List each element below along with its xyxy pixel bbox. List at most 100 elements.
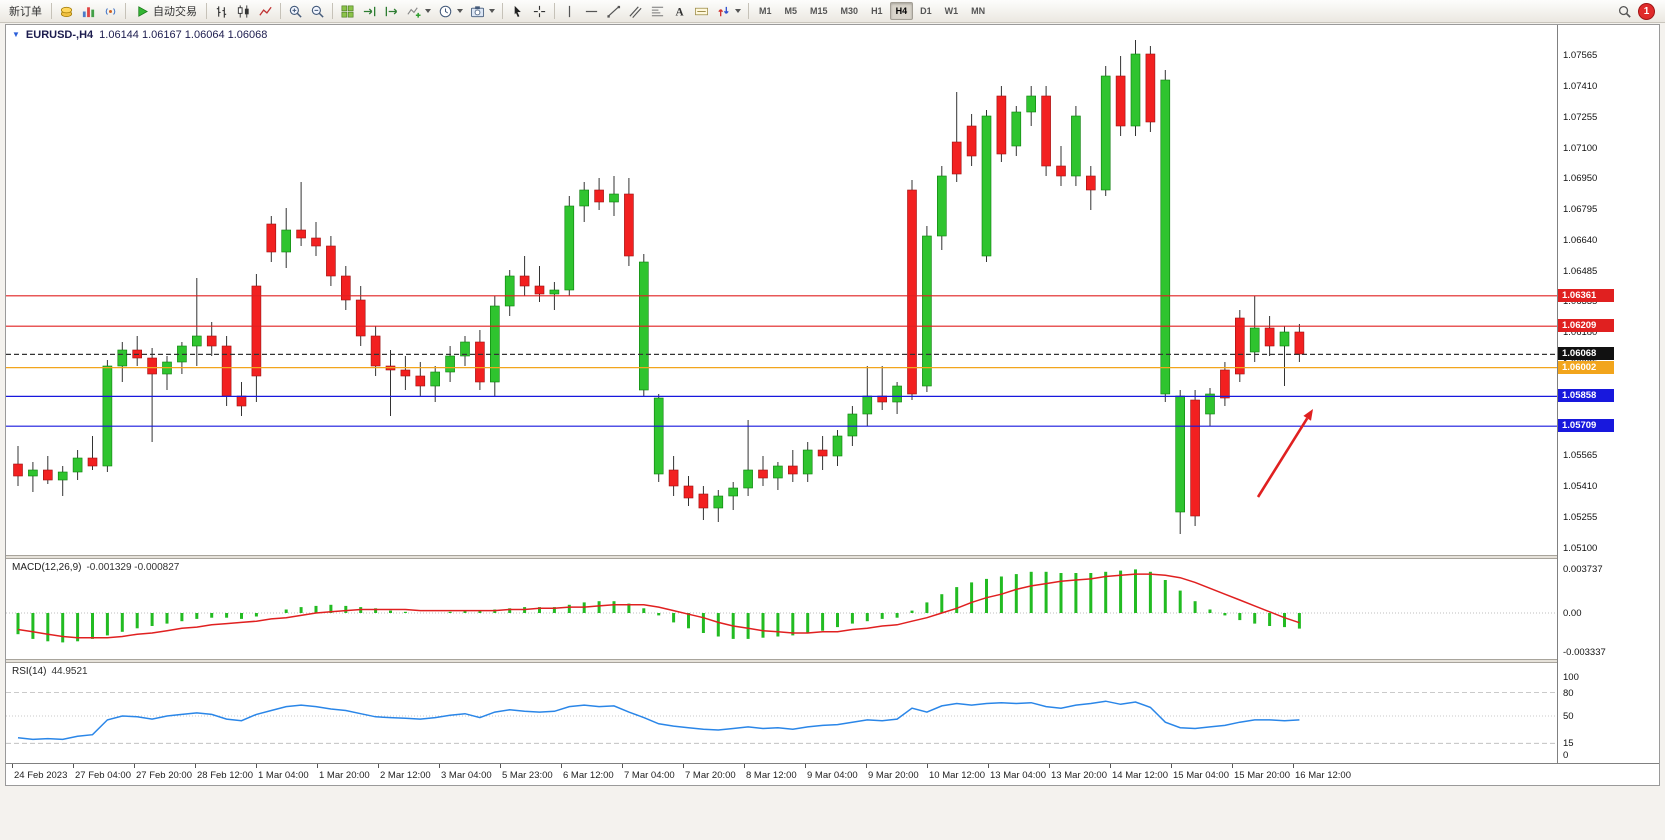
chart-window: ▼ EURUSD-,H4 1.06144 1.06167 1.06064 1.0… bbox=[5, 24, 1660, 786]
time-axis-label: 13 Mar 04:00 bbox=[990, 770, 1046, 781]
rsi-panel[interactable] bbox=[6, 663, 1557, 763]
line-chart-button[interactable] bbox=[255, 1, 276, 21]
fibonacci-button[interactable] bbox=[647, 1, 668, 21]
time-axis-label: 15 Mar 20:00 bbox=[1234, 770, 1290, 781]
dropdown-caret-icon bbox=[457, 9, 463, 13]
macd-signal-line bbox=[17, 573, 1300, 639]
price-axis-label: 1.06795 bbox=[1563, 204, 1598, 215]
time-axis-label: 7 Mar 04:00 bbox=[624, 770, 675, 781]
camera-icon bbox=[470, 5, 485, 17]
periods-button[interactable] bbox=[435, 1, 466, 21]
auto-trading-button[interactable]: 自动交易 bbox=[130, 1, 202, 21]
horizontal-line-button[interactable] bbox=[581, 1, 602, 21]
timeframe-h1[interactable]: H1 bbox=[865, 2, 889, 20]
price-scale[interactable]: 1.07565 1.07410 1.07255 1.07100 1.06950 1.067… bbox=[1557, 25, 1659, 763]
time-axis-label: 16 Mar 12:00 bbox=[1295, 770, 1351, 781]
price-tag-1.06068: 1.06068 bbox=[1558, 347, 1614, 360]
timeframe-mn[interactable]: MN bbox=[965, 2, 991, 20]
rsi-name: RSI(14) bbox=[12, 666, 47, 677]
templates-button[interactable] bbox=[467, 1, 498, 21]
chart-symbol-period: EURUSD-,H4 bbox=[25, 29, 94, 41]
time-axis-tick bbox=[683, 764, 684, 768]
vertical-line-icon bbox=[568, 5, 571, 17]
price-axis-label: 1.07410 bbox=[1563, 81, 1598, 92]
time-axis-label: 9 Mar 04:00 bbox=[807, 770, 858, 781]
time-axis-label: 24 Feb 2023 bbox=[14, 770, 68, 781]
toolbar-separator bbox=[280, 3, 281, 19]
time-axis-label: 13 Mar 20:00 bbox=[1051, 770, 1107, 781]
candles-chart-button[interactable] bbox=[233, 1, 254, 21]
zoom-in-button[interactable] bbox=[285, 1, 306, 21]
new-order-button[interactable]: 新订单 bbox=[4, 1, 47, 21]
trendline-button[interactable] bbox=[603, 1, 624, 21]
chart-tab-marker-icon[interactable]: ▼ bbox=[12, 30, 20, 39]
time-axis-tick bbox=[805, 764, 806, 768]
search-icon bbox=[1618, 5, 1631, 18]
tile-windows-button[interactable] bbox=[337, 1, 358, 21]
macd-canvas[interactable] bbox=[6, 559, 1557, 659]
main-chart-panel[interactable] bbox=[6, 25, 1557, 555]
indicators-button[interactable] bbox=[403, 1, 434, 21]
shapes-button[interactable] bbox=[713, 1, 744, 21]
label-button[interactable] bbox=[691, 1, 712, 21]
main-toolbar: 新订单 自动交易 A M1 M5 M15 M30 H1 H4 D1 W1 MN … bbox=[0, 0, 1665, 23]
bars-chart-button[interactable] bbox=[211, 1, 232, 21]
vertical-line-button[interactable] bbox=[559, 1, 580, 21]
dropdown-caret-icon bbox=[489, 9, 495, 13]
zoom-out-button[interactable] bbox=[307, 1, 328, 21]
time-axis-label: 7 Mar 20:00 bbox=[685, 770, 736, 781]
notification-badge[interactable]: 1 bbox=[1638, 2, 1655, 20]
search-button[interactable] bbox=[1614, 1, 1635, 21]
ohlc-bars-icon bbox=[216, 5, 227, 18]
time-axis-label: 2 Mar 12:00 bbox=[380, 770, 431, 781]
rsi-scale-label: 80 bbox=[1563, 688, 1574, 699]
rsi-line bbox=[17, 700, 1300, 741]
price-tag-1.05858: 1.05858 bbox=[1558, 389, 1614, 402]
coins-icon bbox=[60, 6, 73, 17]
price-axis-label: 1.06180 bbox=[1563, 327, 1598, 338]
panel-splitter[interactable] bbox=[6, 659, 1659, 663]
time-axis-tick bbox=[622, 764, 623, 768]
horizontal-line-icon bbox=[585, 10, 598, 12]
macd-scale-label: 0.00 bbox=[1563, 608, 1582, 619]
chart-shift-button[interactable] bbox=[381, 1, 402, 21]
time-axis-label: 27 Feb 20:00 bbox=[136, 770, 192, 781]
time-axis-label: 10 Mar 12:00 bbox=[929, 770, 985, 781]
price-axis-label: 1.06640 bbox=[1563, 235, 1598, 246]
price-axis-label: 1.06485 bbox=[1563, 266, 1598, 277]
time-axis-tick bbox=[12, 764, 13, 768]
time-axis-tick bbox=[1293, 764, 1294, 768]
timeframe-m1[interactable]: M1 bbox=[753, 2, 778, 20]
toolbar-separator bbox=[502, 3, 503, 19]
macd-values: -0.001329 -0.000827 bbox=[86, 562, 180, 573]
trade-button[interactable] bbox=[56, 1, 77, 21]
time-axis-tick bbox=[195, 764, 196, 768]
macd-panel[interactable] bbox=[6, 559, 1557, 659]
timeframe-d1[interactable]: D1 bbox=[914, 2, 938, 20]
price-axis-label: 1.05410 bbox=[1563, 481, 1598, 492]
signal-icon bbox=[105, 7, 116, 15]
channel-button[interactable] bbox=[625, 1, 646, 21]
price-axis-label: 1.07255 bbox=[1563, 112, 1598, 123]
timeframe-w1[interactable]: W1 bbox=[939, 2, 965, 20]
time-axis-label: 9 Mar 20:00 bbox=[868, 770, 919, 781]
timeframe-m15[interactable]: M15 bbox=[804, 2, 834, 20]
tile-windows-icon bbox=[341, 5, 354, 17]
cursor-button[interactable] bbox=[507, 1, 528, 21]
toolbar-separator bbox=[51, 3, 52, 19]
timeframe-m30[interactable]: M30 bbox=[835, 2, 865, 20]
text-button[interactable]: A bbox=[669, 1, 690, 21]
signals-button[interactable] bbox=[100, 1, 121, 21]
crosshair-button[interactable] bbox=[529, 1, 550, 21]
timeframe-m5[interactable]: M5 bbox=[779, 2, 804, 20]
rsi-canvas[interactable] bbox=[6, 663, 1557, 763]
time-axis-label: 1 Mar 04:00 bbox=[258, 770, 309, 781]
panel-splitter[interactable] bbox=[6, 555, 1659, 559]
trend-arrow-annotation[interactable] bbox=[1256, 409, 1313, 498]
timeframe-h4[interactable]: H4 bbox=[889, 2, 914, 20]
charts-button[interactable] bbox=[78, 1, 99, 21]
chart-shift-icon bbox=[385, 6, 398, 16]
main-chart-canvas[interactable] bbox=[6, 25, 1557, 555]
time-axis[interactable]: 24 Feb 2023 27 Feb 04:00 27 Feb 20:00 28 Fe… bbox=[6, 763, 1659, 785]
auto-scroll-button[interactable] bbox=[359, 1, 380, 21]
